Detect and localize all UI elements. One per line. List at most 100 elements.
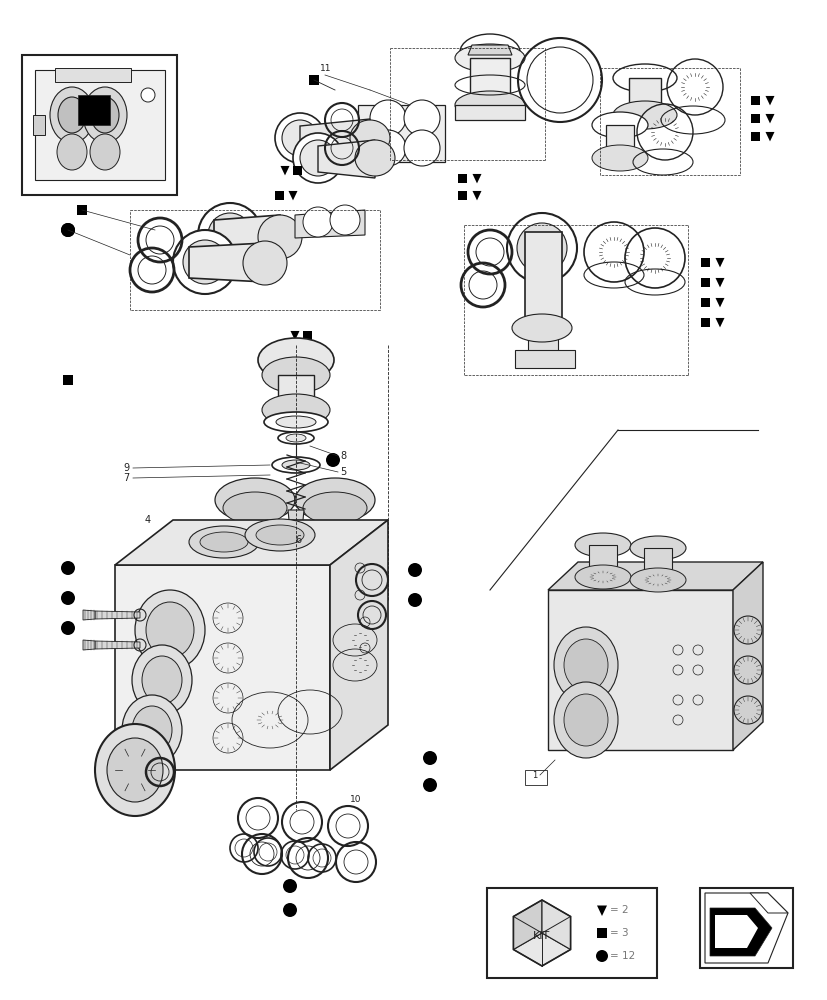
Circle shape: [595, 950, 607, 962]
Ellipse shape: [553, 682, 617, 758]
Ellipse shape: [404, 100, 439, 136]
Polygon shape: [765, 96, 773, 105]
Ellipse shape: [275, 113, 325, 163]
Ellipse shape: [629, 568, 686, 592]
Ellipse shape: [146, 602, 194, 658]
Bar: [596, 928, 606, 938]
Ellipse shape: [83, 87, 127, 143]
Text: 7: 7: [123, 473, 129, 483]
Polygon shape: [524, 232, 562, 328]
Ellipse shape: [303, 492, 366, 524]
Polygon shape: [278, 375, 313, 410]
Ellipse shape: [183, 240, 227, 284]
Text: 5: 5: [340, 467, 346, 477]
Ellipse shape: [258, 338, 333, 382]
Ellipse shape: [284, 547, 308, 563]
Polygon shape: [115, 565, 330, 770]
Polygon shape: [704, 893, 787, 963]
Ellipse shape: [455, 91, 524, 119]
Polygon shape: [596, 905, 606, 916]
Ellipse shape: [278, 432, 313, 444]
Bar: [77, 205, 87, 215]
Polygon shape: [299, 119, 370, 158]
Ellipse shape: [272, 457, 319, 473]
Bar: [55, 68, 131, 82]
Text: 11: 11: [319, 64, 331, 73]
Polygon shape: [749, 893, 787, 913]
Ellipse shape: [261, 357, 330, 393]
Bar: [700, 257, 710, 266]
Bar: [751, 132, 759, 141]
Ellipse shape: [258, 215, 302, 259]
Polygon shape: [715, 278, 724, 287]
Text: 10: 10: [350, 795, 361, 804]
Ellipse shape: [460, 34, 519, 70]
Ellipse shape: [135, 590, 205, 670]
Bar: [304, 330, 312, 340]
Ellipse shape: [612, 64, 676, 92]
Bar: [63, 375, 73, 385]
Bar: [77, 205, 87, 215]
Bar: [458, 174, 467, 183]
Polygon shape: [288, 191, 297, 200]
Ellipse shape: [282, 524, 309, 536]
Circle shape: [283, 903, 297, 917]
Bar: [78, 95, 110, 125]
Ellipse shape: [264, 412, 327, 432]
Ellipse shape: [90, 134, 120, 170]
Polygon shape: [715, 318, 724, 327]
Ellipse shape: [303, 207, 332, 237]
Polygon shape: [280, 166, 289, 175]
Ellipse shape: [57, 134, 87, 170]
Circle shape: [61, 621, 75, 635]
Ellipse shape: [404, 130, 439, 166]
Ellipse shape: [50, 87, 94, 143]
Polygon shape: [715, 915, 757, 948]
Polygon shape: [83, 610, 95, 620]
Ellipse shape: [455, 44, 524, 72]
Polygon shape: [288, 510, 304, 530]
Polygon shape: [732, 562, 762, 750]
Ellipse shape: [591, 145, 648, 171]
Text: = 2: = 2: [609, 905, 628, 915]
Circle shape: [326, 453, 340, 467]
Bar: [486, 888, 656, 978]
Bar: [293, 166, 302, 175]
Bar: [700, 298, 710, 306]
Polygon shape: [528, 320, 557, 360]
Polygon shape: [629, 78, 660, 115]
Ellipse shape: [198, 203, 261, 267]
Ellipse shape: [350, 120, 390, 156]
Ellipse shape: [173, 230, 237, 294]
Polygon shape: [547, 590, 732, 750]
Ellipse shape: [574, 565, 630, 589]
Polygon shape: [765, 132, 773, 141]
Ellipse shape: [506, 213, 576, 283]
Polygon shape: [588, 545, 616, 577]
Polygon shape: [213, 215, 280, 258]
Ellipse shape: [330, 205, 360, 235]
Ellipse shape: [516, 223, 566, 273]
Circle shape: [423, 751, 437, 765]
Bar: [524, 770, 547, 785]
Polygon shape: [470, 58, 509, 105]
Circle shape: [423, 778, 437, 792]
Polygon shape: [189, 243, 265, 282]
Polygon shape: [547, 562, 762, 590]
Polygon shape: [83, 640, 95, 650]
Circle shape: [61, 561, 75, 575]
Circle shape: [61, 223, 75, 237]
Polygon shape: [514, 350, 574, 368]
Ellipse shape: [563, 694, 607, 746]
Polygon shape: [357, 105, 444, 162]
Ellipse shape: [122, 695, 182, 765]
Bar: [700, 318, 710, 326]
Polygon shape: [467, 45, 511, 55]
Ellipse shape: [275, 416, 316, 428]
Bar: [275, 191, 284, 200]
Ellipse shape: [629, 536, 686, 560]
Ellipse shape: [95, 724, 174, 816]
Bar: [308, 75, 318, 85]
Polygon shape: [330, 520, 388, 770]
Polygon shape: [318, 140, 375, 178]
